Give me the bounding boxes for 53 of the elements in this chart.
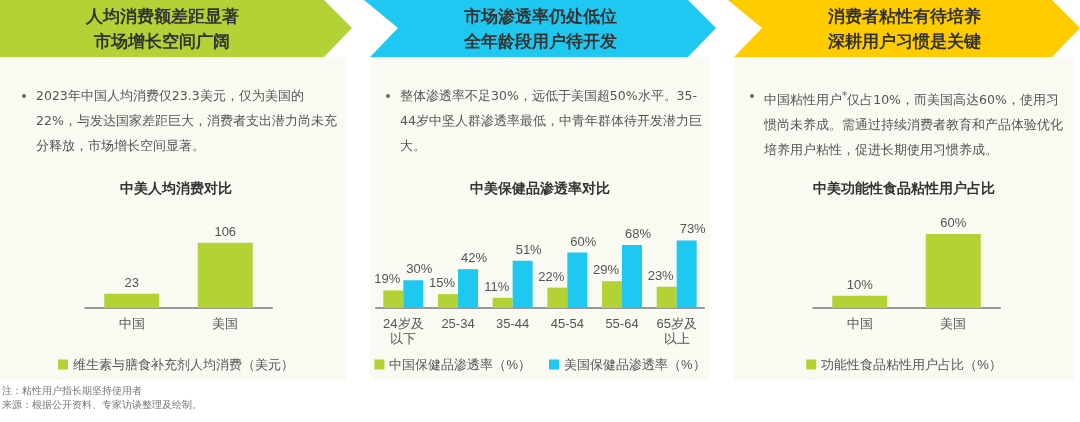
legend-label: 功能性食品粘性用户占比（%） xyxy=(821,357,1002,372)
bar xyxy=(656,286,677,308)
chart-title: 中美人均消费对比 xyxy=(120,180,232,196)
legend-label: 美国保健品渗透率（%） xyxy=(564,357,706,372)
data-label: 10% xyxy=(846,276,874,292)
text: 整体渗透率不足30%，远低于美国超50%水平。35-44岁中坚人群渗透率最低，中青年群体待开发潜力巨大。 xyxy=(400,87,703,155)
text: 中国粘性用户$^{*}$仅占10%，而美国高达60%，使用习惯尚未养成。需通过持续消费者教育和产品体验优化培养用户粘性，促进长期使用习惯养成。 xyxy=(764,88,1064,160)
data-label: 60% xyxy=(940,215,967,230)
x-tick-label: 65岁及以上 xyxy=(656,316,697,346)
data-label: 42% xyxy=(460,250,488,266)
x-tick-label: 55-64 xyxy=(605,316,639,331)
data-label: 29% xyxy=(592,262,620,278)
data-label: 23% xyxy=(647,267,675,283)
x-tick-label: 中国 xyxy=(846,316,873,331)
text: 注：粘性用户指长期坚持使用者 xyxy=(2,384,142,397)
data-label: 15% xyxy=(428,275,456,291)
bar xyxy=(383,290,404,308)
bar xyxy=(622,245,642,308)
chart-subtitle: 消费者粘性有待培养深耕用户习惯是关键 xyxy=(826,5,982,53)
x-tick-label: 美国 xyxy=(940,316,967,331)
legend-label: 中国保健品渗透率（%） xyxy=(389,357,531,372)
x-tick-label: 35-44 xyxy=(496,316,530,331)
chart-subtitle: 市场渗透率仍处低位全年龄段用户待开发 xyxy=(462,5,618,53)
bar xyxy=(492,297,513,308)
bar xyxy=(458,269,478,308)
data-label: 22% xyxy=(538,268,565,284)
data-label: 11% xyxy=(484,278,510,294)
bar xyxy=(512,260,533,308)
text: 2023年中国人均消费仅23.3美元，仅为美国的22%，与发达国家差距巨大，消费者支出潜力尚未充分释放，市场增长空间显著。 xyxy=(36,87,338,155)
data-label: 51% xyxy=(515,241,543,257)
x-tick-label: 美国 xyxy=(212,316,239,331)
legend-label: 维生素与膳食补充剂人均消费（美元） xyxy=(73,357,294,372)
data-label: 19% xyxy=(374,271,401,287)
chart-title: 中美保健品渗透率对比 xyxy=(470,180,610,196)
bar xyxy=(438,294,458,308)
x-tick-label: 25-34 xyxy=(441,316,475,331)
data-label: 30% xyxy=(406,261,433,277)
data-label: 106 xyxy=(214,223,237,239)
chart-title: 中美功能性食品粘性用户占比 xyxy=(813,180,995,196)
x-tick-label: 中国 xyxy=(118,316,145,331)
data-label: 68% xyxy=(624,226,652,242)
data-label: 73% xyxy=(679,221,707,237)
bar xyxy=(403,280,424,308)
data-label: 23 xyxy=(124,274,139,290)
bar xyxy=(567,252,588,308)
data-label: 60% xyxy=(570,233,597,249)
bar xyxy=(602,281,622,308)
source-note: 来源：根据公开资料、专家访谈整理及绘制。 xyxy=(2,398,202,411)
x-tick-label: 45-54 xyxy=(550,316,584,331)
bar xyxy=(676,240,697,308)
chart-subtitle: 人均消费额差距显著市场增长空间广阔 xyxy=(84,5,240,53)
x-tick-label: 24岁及以下 xyxy=(383,316,424,346)
bar xyxy=(547,287,568,308)
